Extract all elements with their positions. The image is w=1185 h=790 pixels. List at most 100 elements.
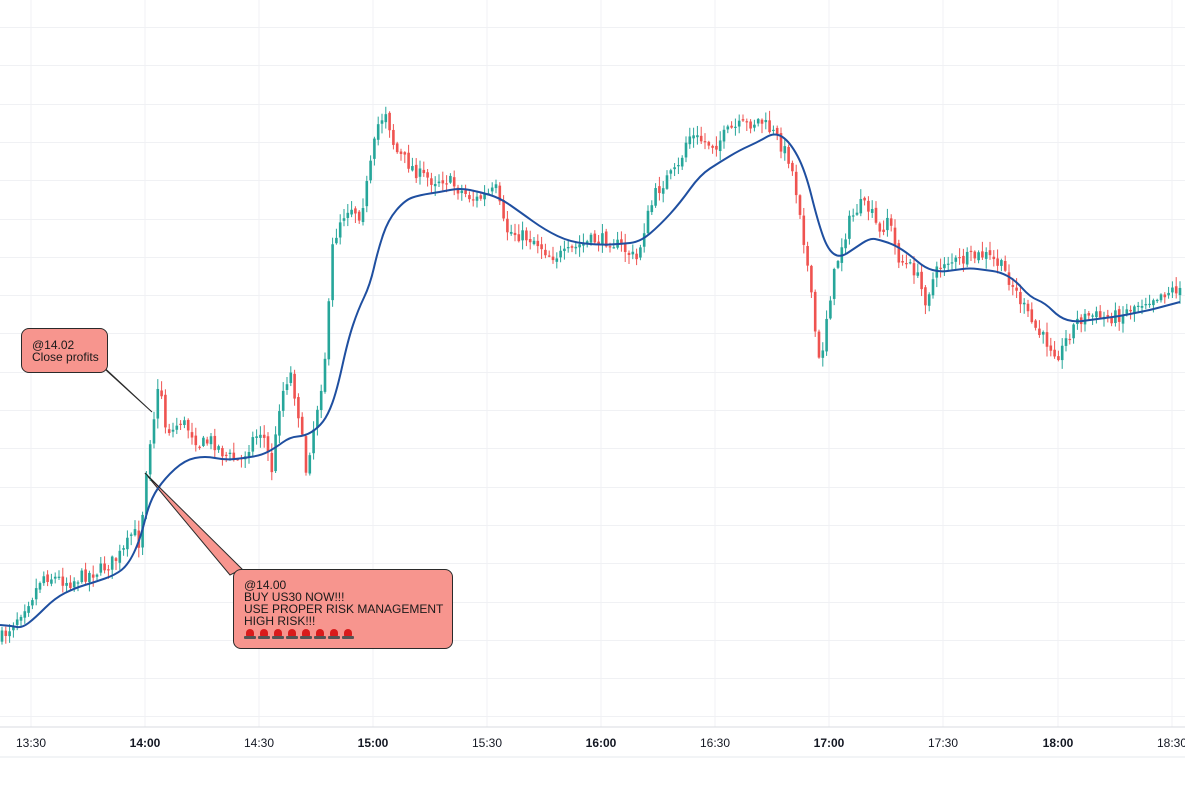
candle-body bbox=[76, 582, 80, 584]
candle-body bbox=[608, 246, 612, 248]
candle-body bbox=[513, 232, 517, 236]
close-profits-callout[interactable]: @14.02 Close profits bbox=[21, 328, 108, 373]
candle-body bbox=[734, 126, 737, 128]
candle-body bbox=[855, 212, 859, 215]
candle-body bbox=[395, 143, 399, 153]
candle-body bbox=[711, 145, 714, 148]
candle-body bbox=[152, 419, 156, 444]
candle-body bbox=[783, 146, 787, 154]
candle-body bbox=[582, 243, 585, 246]
candle-body bbox=[411, 166, 414, 171]
candle-body bbox=[388, 112, 391, 131]
candle-body bbox=[1053, 349, 1056, 357]
buy-signal-callout[interactable]: @14.00 BUY US30 NOW!!! USE PROPER RISK M… bbox=[233, 569, 453, 649]
candle-body bbox=[236, 459, 239, 461]
candle-body bbox=[650, 205, 654, 213]
candle-body bbox=[718, 140, 722, 152]
candle-body bbox=[646, 210, 650, 234]
candle-body bbox=[304, 436, 308, 473]
candle-body bbox=[996, 258, 999, 266]
candle-body bbox=[897, 243, 901, 263]
candle-body bbox=[692, 135, 695, 139]
candle-body bbox=[570, 246, 574, 248]
candle-body bbox=[95, 574, 99, 577]
candle-body bbox=[825, 318, 828, 352]
candle-body bbox=[498, 185, 502, 202]
candle-body bbox=[91, 574, 95, 578]
candle-body bbox=[502, 200, 505, 219]
candle-body bbox=[882, 229, 885, 232]
candle-body bbox=[1167, 292, 1170, 296]
candle-body bbox=[726, 126, 730, 130]
x-tick-label: 16:00 bbox=[586, 736, 617, 750]
candle-body bbox=[547, 255, 551, 257]
candle-body bbox=[661, 188, 665, 194]
candle-body bbox=[126, 537, 129, 550]
candle-body bbox=[365, 181, 369, 207]
candle-body bbox=[171, 429, 175, 432]
candle-body bbox=[319, 390, 323, 410]
bell-icon bbox=[244, 629, 256, 639]
candle-body bbox=[1133, 306, 1136, 314]
candle-body bbox=[559, 250, 562, 258]
candle-body bbox=[688, 136, 692, 145]
candle-body bbox=[156, 388, 160, 419]
candle-body bbox=[38, 583, 42, 590]
candle-body bbox=[1155, 299, 1159, 302]
candle-body bbox=[722, 129, 726, 142]
candle-body bbox=[521, 230, 524, 241]
candle-body bbox=[437, 181, 441, 184]
x-tick-label: 15:30 bbox=[472, 736, 502, 750]
candle-body bbox=[1068, 338, 1072, 341]
candle-body bbox=[802, 215, 806, 245]
candle-body bbox=[1091, 315, 1094, 317]
candle-body bbox=[1064, 338, 1068, 346]
candle-body bbox=[1007, 272, 1011, 285]
bell-icon bbox=[286, 629, 298, 639]
candle-body bbox=[232, 452, 236, 460]
candle-body bbox=[760, 119, 764, 124]
candle-body bbox=[373, 138, 376, 159]
candle-body bbox=[316, 409, 319, 429]
candle-body bbox=[46, 574, 49, 583]
candle-body bbox=[730, 125, 733, 128]
candle-body bbox=[601, 233, 604, 245]
candle-body bbox=[791, 162, 794, 172]
candle-body bbox=[696, 135, 699, 138]
candle-body bbox=[27, 606, 30, 613]
candle-body bbox=[566, 247, 570, 249]
candle-body bbox=[251, 437, 255, 452]
candle-body bbox=[300, 416, 304, 435]
candle-body bbox=[551, 256, 555, 261]
candle-body bbox=[148, 444, 152, 475]
candle-body bbox=[635, 253, 638, 260]
candle-body bbox=[350, 209, 353, 215]
x-tick-label: 16:30 bbox=[700, 736, 730, 750]
candle-body bbox=[874, 207, 878, 223]
bell-icon bbox=[314, 629, 326, 639]
candle-body bbox=[31, 600, 34, 606]
candle-body bbox=[536, 240, 540, 247]
candle-body bbox=[813, 291, 817, 332]
grid-lines bbox=[0, 0, 1185, 727]
candle-body bbox=[677, 165, 680, 167]
candle-body bbox=[764, 120, 768, 123]
x-tick-label: 17:30 bbox=[928, 736, 958, 750]
candle-body bbox=[1072, 324, 1075, 339]
bell-icon bbox=[328, 629, 340, 639]
candle-body bbox=[445, 183, 448, 185]
candle-body bbox=[745, 121, 749, 123]
candle-body bbox=[418, 168, 422, 177]
candle-body bbox=[335, 237, 338, 244]
candle-body bbox=[772, 129, 775, 132]
candle-body bbox=[821, 350, 825, 358]
candle-body bbox=[69, 582, 72, 588]
candle-body bbox=[832, 269, 836, 299]
candle-body bbox=[642, 233, 646, 247]
x-tick-label: 18:30 bbox=[1157, 736, 1185, 750]
bell-icon bbox=[272, 629, 284, 639]
candle-body bbox=[1178, 287, 1182, 296]
buy-callout-tail bbox=[144, 472, 243, 576]
candle-body bbox=[468, 195, 471, 200]
